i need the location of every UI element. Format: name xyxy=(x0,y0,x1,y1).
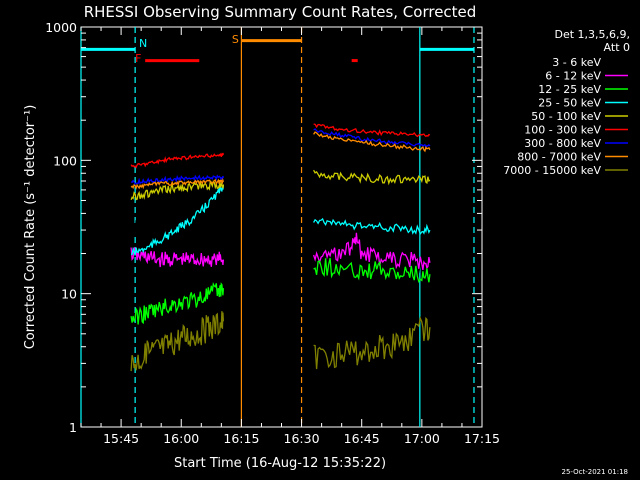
series-800-7000keV xyxy=(130,131,431,190)
series-line xyxy=(313,131,431,153)
y-tick-label: 1 xyxy=(69,420,77,435)
x-tick-label: 16:30 xyxy=(284,431,320,446)
y-axis: 1 10 100 1000 xyxy=(45,20,482,435)
series-line xyxy=(312,251,431,278)
x-tick-label: 16:45 xyxy=(344,431,380,446)
annotation-f: F xyxy=(135,52,141,65)
series-12-25keV xyxy=(130,257,431,325)
series-line xyxy=(313,123,431,138)
series-line xyxy=(130,177,225,190)
series-line xyxy=(312,232,431,271)
series-line xyxy=(130,179,225,201)
series-7000-15000keV xyxy=(130,311,431,372)
x-tick-label: 17:15 xyxy=(464,431,500,446)
y-tick-label: 1000 xyxy=(45,20,77,35)
legend-label: 3 - 6 keV xyxy=(552,56,601,69)
x-tick-label: 16:00 xyxy=(163,431,199,446)
timestamp: 25-Oct-2021 01:18 xyxy=(562,468,628,476)
x-tick-label: 17:00 xyxy=(404,431,440,446)
series-line xyxy=(131,185,225,256)
series-line xyxy=(130,246,225,268)
annotation-s: S xyxy=(232,33,239,46)
series-line xyxy=(313,169,431,186)
series-line xyxy=(313,217,431,236)
y-tick-label: 100 xyxy=(53,153,77,168)
x-tick-label: 15:45 xyxy=(103,431,139,446)
legend-label: 6 - 12 keV xyxy=(545,70,601,83)
series-line xyxy=(130,218,225,251)
legend-label: 300 - 800 keV xyxy=(524,137,601,150)
x-axis: 15:45 16:00 16:15 16:30 16:45 17:00 17:15 xyxy=(80,27,500,446)
legend-label: 25 - 50 keV xyxy=(538,97,601,110)
series-300-800keV xyxy=(130,128,431,185)
series-25-50keV xyxy=(131,185,431,256)
chart-title: RHESSI Observing Summary Count Rates, Co… xyxy=(84,3,477,21)
series-line xyxy=(313,316,431,370)
legend-label: 50 - 100 keV xyxy=(531,110,601,123)
series-line xyxy=(130,174,225,185)
series-line xyxy=(130,311,225,372)
series-50-100keV xyxy=(130,169,431,201)
series-6-12keV xyxy=(130,232,431,271)
x-tick-label: 16:15 xyxy=(223,431,259,446)
series-line xyxy=(313,257,431,284)
y-axis-label: Corrected Count Rate (s⁻¹ detector⁻¹) xyxy=(23,105,38,350)
legend-label: 100 - 300 keV xyxy=(524,124,601,137)
legend-label: 7000 - 15000 keV xyxy=(503,164,601,177)
series-3-6keV xyxy=(130,218,431,278)
legend-label: 12 - 25 keV xyxy=(538,83,601,96)
series-line xyxy=(130,282,225,325)
y-tick-label: 10 xyxy=(61,287,77,302)
legend-label: 800 - 7000 keV xyxy=(517,151,601,164)
series-line xyxy=(130,152,225,169)
annotation-n: N xyxy=(139,37,147,50)
plot-area: NF S xyxy=(80,26,483,428)
series-line xyxy=(313,128,431,149)
legend-header-line2: Att 0 xyxy=(604,41,630,54)
legend-header-line1: Det 1,3,5,6,9, xyxy=(554,28,630,41)
x-axis-label: Start Time (16-Aug-12 15:35:22) xyxy=(174,456,386,471)
series-100-300keV xyxy=(130,123,431,169)
